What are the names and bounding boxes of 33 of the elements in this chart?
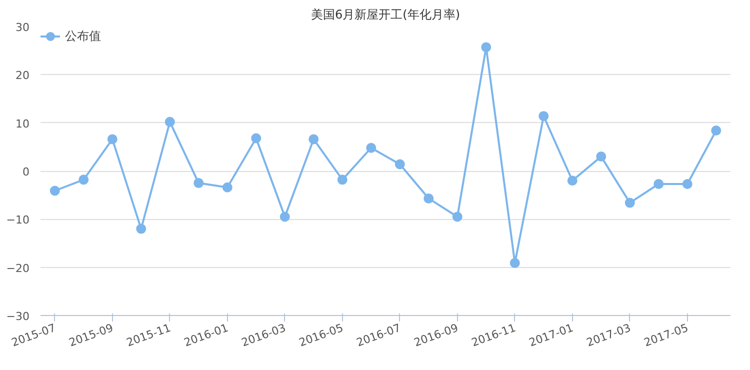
point bbox=[452, 212, 462, 222]
point bbox=[567, 176, 578, 186]
point bbox=[50, 186, 60, 196]
point bbox=[711, 126, 722, 136]
point bbox=[394, 159, 405, 170]
point bbox=[107, 134, 118, 144]
y-tick-label: −30 bbox=[6, 310, 30, 323]
point bbox=[308, 134, 319, 144]
y-tick-label: 10 bbox=[16, 117, 30, 130]
point bbox=[481, 42, 492, 52]
y-tick-label: 30 bbox=[16, 21, 30, 34]
point bbox=[624, 198, 635, 208]
point bbox=[280, 212, 290, 222]
point bbox=[424, 193, 434, 204]
point bbox=[337, 174, 348, 185]
point bbox=[366, 142, 376, 153]
y-tick-label: −20 bbox=[6, 262, 30, 275]
point bbox=[164, 116, 175, 127]
point bbox=[194, 178, 204, 188]
point bbox=[510, 258, 520, 268]
chart-title: 美国6月新屋开工(年化月率) bbox=[311, 8, 460, 22]
point bbox=[654, 179, 664, 189]
point bbox=[78, 174, 89, 185]
legend-label: 公布值 bbox=[65, 28, 101, 44]
point bbox=[222, 182, 232, 192]
point bbox=[136, 224, 146, 234]
point bbox=[596, 152, 606, 162]
point bbox=[538, 111, 549, 122]
y-tick-label: −10 bbox=[6, 214, 30, 227]
y-tick-label: 0 bbox=[22, 166, 30, 178]
point bbox=[682, 179, 692, 189]
y-tick-label: 20 bbox=[16, 69, 30, 82]
point bbox=[251, 133, 262, 144]
